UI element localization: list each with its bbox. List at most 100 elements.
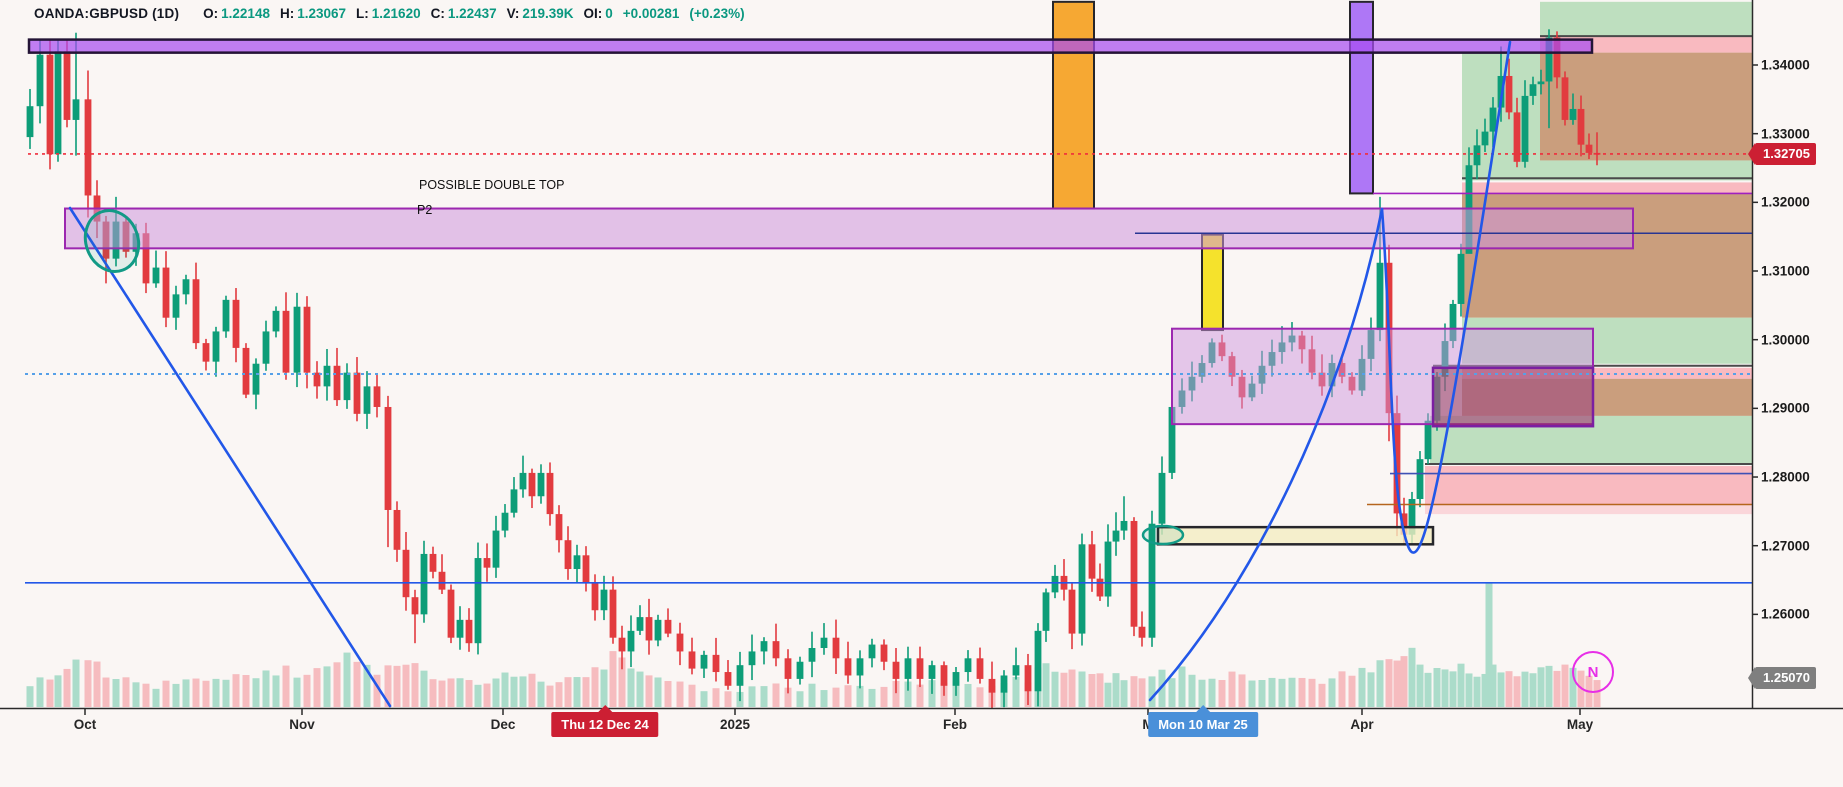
- candle-body: [1376, 262, 1384, 331]
- v-recovery-curve[interactable]: [1380, 40, 1512, 554]
- candle-body: [1138, 626, 1146, 638]
- candle-body: [1577, 108, 1585, 145]
- change-percent: (+0.23%): [689, 6, 745, 21]
- volume-bar: [964, 683, 972, 707]
- orange-highlight-column[interactable]: [1052, 0, 1095, 210]
- resistance-band[interactable]: [27, 38, 1594, 54]
- volume-bar: [880, 686, 888, 707]
- ascending-curve[interactable]: [1148, 207, 1384, 702]
- volume-bar: [429, 679, 437, 707]
- n-drawing-badge[interactable]: N: [1572, 651, 1614, 693]
- demand-pink-bottom-light[interactable]: [1425, 504, 1752, 515]
- volume-bar: [1148, 676, 1156, 707]
- volume-bar: [1408, 647, 1416, 707]
- candle-body: [904, 658, 912, 679]
- date-tag-red: Thu 12 Dec 24: [551, 712, 659, 737]
- circle-retest[interactable]: [1141, 524, 1185, 546]
- candle-body: [353, 372, 361, 414]
- volume-bar: [1473, 676, 1481, 707]
- candle-body: [1104, 541, 1112, 597]
- volume-bar: [272, 675, 280, 707]
- candle-body: [712, 654, 720, 673]
- price-axis-label: 1.32000: [1761, 194, 1810, 210]
- volume-bar: [748, 686, 756, 707]
- volume-bar: [820, 690, 828, 707]
- candle-body: [892, 661, 900, 679]
- low-label: L:: [356, 6, 369, 21]
- green-strip-1[interactable]: [1540, 160, 1752, 181]
- volume-bar: [252, 678, 260, 707]
- symbol-title: OANDA:GBPUSD (1D): [34, 6, 180, 21]
- volume-bar: [591, 667, 599, 707]
- candle-body: [1068, 589, 1076, 634]
- candle-body: [222, 299, 230, 332]
- volume-bar: [393, 665, 401, 707]
- symbol-legend[interactable]: OANDA:GBPUSD (1D) O: 1.22148 H: 1.23067 L: 1.2…: [34, 6, 745, 21]
- candle-body: [429, 553, 437, 572]
- volume-bar: [465, 680, 473, 707]
- supply-green-top[interactable]: [1540, 1, 1752, 37]
- candle-body: [1489, 107, 1497, 132]
- candle-body: [282, 310, 290, 373]
- volume-bar: [1104, 682, 1112, 707]
- volume-bar: [645, 675, 653, 707]
- candle-body: [1545, 37, 1553, 82]
- candle-body: [1513, 112, 1521, 162]
- annotation-double-top: POSSIBLE DOUBLE TOP: [419, 178, 565, 192]
- price-axis-label: 1.29000: [1761, 400, 1810, 416]
- volume-bar: [1042, 663, 1050, 707]
- candle-body: [700, 654, 708, 669]
- candle-body: [1449, 303, 1457, 342]
- candle-body: [1400, 513, 1408, 535]
- current-price-tag: 1.32705: [1755, 142, 1816, 165]
- volume-bar: [844, 685, 852, 707]
- candle-body: [1416, 459, 1424, 499]
- date-tag-blue: Mon 10 Mar 25: [1148, 712, 1258, 737]
- volume-bar: [162, 680, 170, 707]
- volume-bar: [1130, 676, 1138, 707]
- open-label: O:: [203, 6, 219, 21]
- candle-body: [1148, 523, 1156, 638]
- demand-pink-bottom[interactable]: [1425, 466, 1752, 505]
- volume-bar: [796, 691, 804, 707]
- candle-body: [212, 331, 220, 362]
- volume-bar: [363, 664, 371, 707]
- candle-body: [447, 589, 455, 638]
- volume-bar: [122, 677, 130, 707]
- volume-bar: [832, 687, 840, 707]
- candle-body: [1012, 665, 1020, 676]
- candle-body: [252, 363, 260, 395]
- p2-supply-zone[interactable]: [64, 207, 1634, 250]
- pink-band-2[interactable]: [1462, 182, 1752, 194]
- candle-body: [483, 558, 491, 568]
- annotation-p2: P2: [417, 203, 433, 217]
- volume-bar: [282, 665, 290, 707]
- volume-bar: [420, 670, 428, 707]
- volume-bar: [609, 651, 617, 707]
- volume-bar: [1012, 676, 1020, 707]
- candle-body: [36, 54, 44, 107]
- candle-body: [384, 406, 392, 510]
- volume-bar: [1268, 677, 1276, 707]
- volume-bar: [46, 679, 54, 707]
- candle-body: [323, 365, 331, 387]
- price-axis-label: 1.28000: [1761, 469, 1810, 485]
- candle-body: [1034, 630, 1042, 692]
- volume-bar: [1258, 679, 1266, 707]
- price-axis-label: 1.34000: [1761, 57, 1810, 73]
- candle-body: [393, 509, 401, 550]
- candle-body: [1024, 665, 1032, 692]
- overlap-brown-upper[interactable]: [1540, 52, 1752, 161]
- purple-highlight-column[interactable]: [1349, 0, 1374, 195]
- volume-bar: [63, 668, 71, 707]
- volume-bar: [313, 668, 321, 707]
- volume-bar: [54, 675, 62, 707]
- volume-bar: [1298, 677, 1306, 707]
- maroon-overlap-box[interactable]: [1431, 366, 1595, 428]
- khaki-demand-box[interactable]: [1156, 525, 1435, 546]
- downtrend-line[interactable]: [68, 206, 392, 708]
- circle-breakdown[interactable]: [77, 203, 147, 279]
- volume-bar: [1068, 669, 1076, 707]
- candle-body: [1393, 413, 1401, 514]
